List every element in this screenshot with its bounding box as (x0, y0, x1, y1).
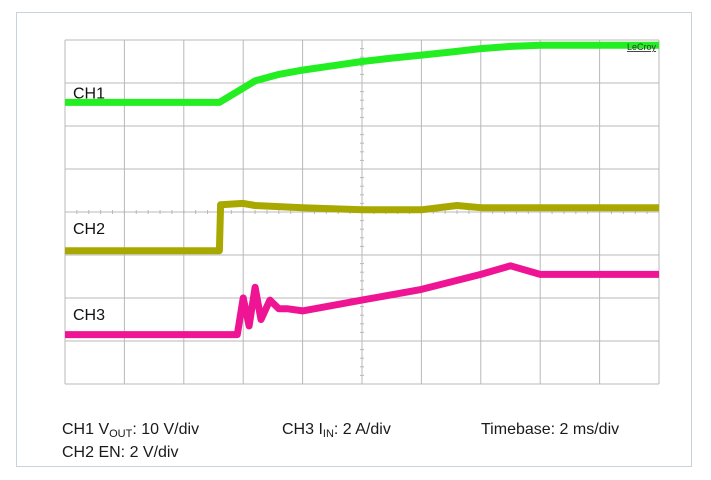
ch1-setting: CH1 VOUT: 10 V/div (62, 421, 200, 440)
trace-ch2 (65, 199, 659, 255)
trace-ch1 (65, 41, 659, 106)
timebase-setting: Timebase: 2 ms/div (481, 421, 620, 438)
channel-labels: CH1 CH2 CH3 (73, 86, 105, 324)
brand-label: LeCroy (627, 42, 657, 52)
channel-label-ch2: CH2 (73, 221, 105, 238)
channel-label-ch1: CH1 (73, 86, 105, 103)
trace-ch3 (65, 262, 659, 339)
ch3-setting: CH3 IIN: 2 A/div (282, 421, 391, 440)
ch2-setting: CH2 EN: 2 V/div (62, 444, 179, 461)
traces (65, 41, 659, 339)
channel-label-ch3: CH3 (73, 307, 105, 324)
